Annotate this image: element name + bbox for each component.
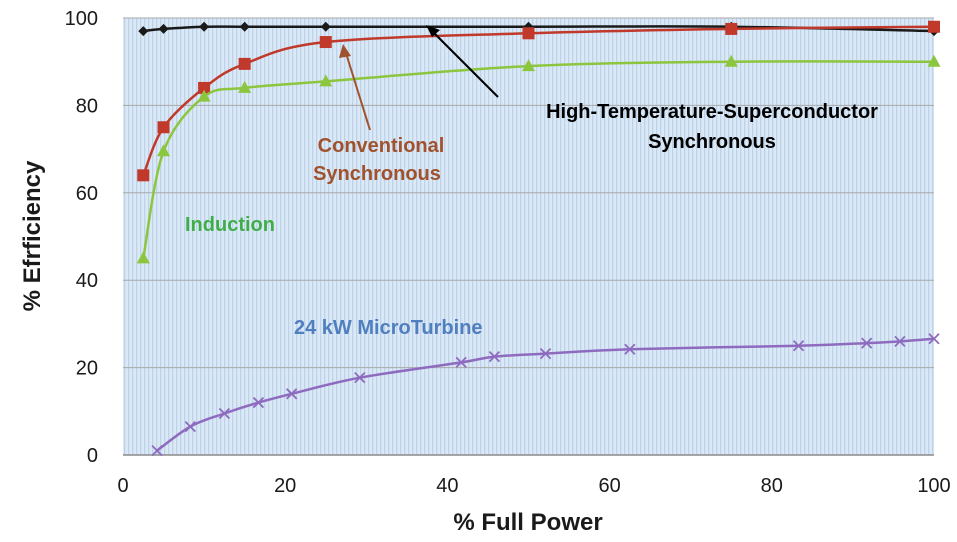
conventional-annotation-line1: Conventional — [318, 135, 445, 157]
series-line-conventional — [142, 25, 935, 176]
series-line-microturbine — [156, 337, 935, 452]
data-point-microturbine — [488, 351, 501, 363]
hts-annotation-line1: High-Temperature-Superconductor — [546, 101, 878, 123]
data-point-induction — [197, 89, 211, 102]
data-point-microturbine — [539, 347, 552, 360]
data-point-microturbine — [928, 333, 940, 345]
microturbine-annotation: 24 kW MicroTurbine — [294, 317, 483, 339]
data-point-microturbine — [354, 372, 366, 384]
hts-annotation-arrow — [427, 26, 499, 98]
y-tick-label: 100 — [65, 8, 98, 30]
data-point-microturbine — [455, 356, 467, 368]
data-point-conventional — [198, 81, 211, 94]
y-tick-label: 20 — [76, 358, 98, 380]
x-tick-label: 60 — [598, 475, 620, 497]
y-tick-label: 0 — [87, 445, 98, 467]
induction-annotation: Induction — [185, 214, 275, 236]
series-conventional — [137, 20, 940, 182]
grid-lines — [123, 17, 934, 369]
series-microturbine — [151, 333, 940, 457]
data-point-microturbine — [861, 337, 873, 349]
conventional-annotation-arrow — [344, 49, 371, 131]
data-point-induction — [319, 74, 333, 87]
x-tick-label: 80 — [761, 475, 783, 497]
data-point-microturbine — [792, 340, 805, 352]
data-point-microturbine — [624, 343, 636, 355]
data-point-conventional — [319, 36, 332, 49]
data-point-conventional — [928, 20, 940, 33]
data-point-conventional — [725, 22, 738, 35]
hts-arrowhead — [426, 25, 440, 37]
data-point-conventional — [157, 121, 170, 134]
y-tick-label: 80 — [76, 95, 98, 117]
tick-labels: 0 20 40 60 80 100 0 20 40 60 80 100 — [65, 8, 951, 497]
series-induction — [136, 54, 941, 264]
x-tick-label: 0 — [117, 475, 128, 497]
data-point-microturbine — [151, 444, 163, 457]
data-point-microturbine — [894, 335, 906, 348]
y-tick-label: 40 — [76, 270, 98, 292]
x-tick-label: 40 — [436, 475, 458, 497]
data-point-hts — [138, 26, 149, 37]
data-point-hts — [239, 21, 250, 32]
series-group — [136, 20, 941, 457]
data-point-induction — [238, 80, 252, 93]
data-point-microturbine — [184, 420, 196, 433]
data-point-induction — [724, 54, 738, 67]
data-point-induction — [157, 144, 171, 157]
y-tick-label: 60 — [76, 183, 98, 205]
hts-annotation-line2: Synchronous — [648, 131, 776, 153]
conventional-annotation-line2: Synchronous — [313, 163, 441, 185]
data-point-induction — [522, 59, 535, 72]
data-point-microturbine — [218, 407, 231, 420]
conventional-arrowhead — [339, 44, 351, 58]
data-point-induction — [927, 54, 941, 67]
x-tick-label: 100 — [917, 475, 950, 497]
y-axis-title: % Efrficiency — [19, 160, 46, 311]
data-point-hts — [320, 21, 331, 32]
data-point-microturbine — [252, 396, 265, 409]
data-point-conventional — [137, 169, 150, 182]
series-line-hts — [143, 25, 935, 33]
data-point-hts — [199, 21, 210, 32]
data-point-microturbine — [286, 388, 298, 400]
x-tick-label: 20 — [274, 475, 296, 497]
plot-area-background — [123, 18, 934, 455]
data-point-conventional — [238, 57, 251, 70]
data-point-hts — [158, 23, 169, 34]
data-point-induction — [136, 251, 150, 264]
x-axis-title: % Full Power — [453, 509, 602, 536]
data-point-conventional — [522, 27, 535, 40]
